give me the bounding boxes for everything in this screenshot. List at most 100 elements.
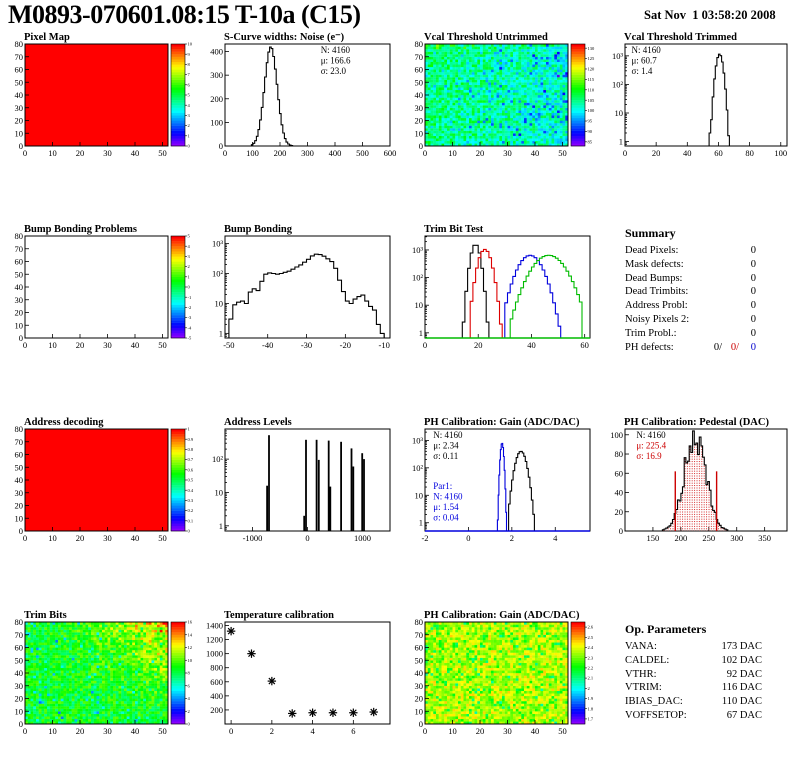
svg-text:14: 14 bbox=[188, 632, 193, 637]
svg-text:20: 20 bbox=[15, 501, 24, 511]
svg-text:Address decoding: Address decoding bbox=[24, 417, 104, 428]
svg-text:0: 0 bbox=[223, 148, 227, 158]
svg-text:300: 300 bbox=[730, 533, 743, 543]
trim-bit-test-chart: Trim Bit Test 0 20 40 60 1 10 10² 10³ bbox=[412, 224, 591, 350]
svg-text:10²: 10² bbox=[212, 269, 224, 279]
svg-text:1: 1 bbox=[419, 518, 423, 528]
svg-text:N: 4160: N: 4160 bbox=[321, 45, 351, 55]
svg-text:10: 10 bbox=[15, 128, 24, 138]
svg-text:20: 20 bbox=[76, 340, 85, 350]
svg-text:80: 80 bbox=[745, 148, 754, 158]
svg-text:0.9: 0.9 bbox=[188, 437, 194, 442]
svg-text:150: 150 bbox=[647, 533, 660, 543]
svg-text:10: 10 bbox=[188, 42, 193, 47]
summary-row: Dead Trimbits: 0 bbox=[625, 286, 756, 298]
panel-op-parameters: Op. Parameters VANA: 173 DAC CALDEL: 102 DA… bbox=[600, 622, 796, 723]
svg-text:100: 100 bbox=[210, 117, 223, 127]
svg-text:30: 30 bbox=[15, 295, 24, 305]
svg-text:Vcal Threshold Untrimmed: Vcal Threshold Untrimmed bbox=[424, 32, 548, 43]
vcal-trimmed-chart: Vcal Threshold Trimmed 0 20 40 60 80 100 1 10 10²… bbox=[612, 32, 788, 158]
svg-text:10: 10 bbox=[448, 148, 457, 158]
svg-text:1: 1 bbox=[219, 328, 223, 338]
svg-text:0: 0 bbox=[305, 533, 309, 543]
svg-text:70: 70 bbox=[15, 244, 24, 254]
op-parameter-row: CALDEL: 102 DAC bbox=[625, 654, 762, 666]
svg-text:85: 85 bbox=[588, 139, 593, 144]
svg-text:1: 1 bbox=[619, 137, 623, 147]
svg-text:40: 40 bbox=[15, 90, 24, 100]
svg-text:-10: -10 bbox=[379, 340, 390, 350]
svg-text:0: 0 bbox=[188, 144, 191, 149]
scurve-noise-chart: S-Curve widths: Noise (e⁻) 0 100 200 300 400 5… bbox=[210, 32, 396, 158]
panel-bump-problems: Bump Bonding Problems 0 10 20 30 40 50 0 10 20 30 4… bbox=[0, 222, 199, 362]
svg-text:-3: -3 bbox=[188, 315, 192, 320]
svg-text:10: 10 bbox=[48, 148, 57, 158]
svg-text:0: 0 bbox=[19, 719, 23, 729]
svg-text:0: 0 bbox=[23, 148, 27, 158]
svg-text:12: 12 bbox=[188, 645, 193, 650]
pixel-map-chart: Pixel Map 0 10 20 30 40 50 0 10 20 30 40 50 60 70 80 0 1 2… bbox=[15, 32, 193, 158]
svg-text:0: 0 bbox=[23, 340, 27, 350]
panel-temp-calibration: Temperature calibration 0 2 4 6 200 400 600 800 1… bbox=[200, 608, 399, 748]
svg-text:30: 30 bbox=[103, 148, 112, 158]
panel-bump-bonding: Bump Bonding -50 -40 -30 -20 -10 1 10 10² 10³ bbox=[200, 222, 399, 362]
timestamp: Sat Nov 1 03:58:20 2008 bbox=[644, 8, 776, 22]
svg-text:60: 60 bbox=[580, 340, 589, 350]
svg-text:40: 40 bbox=[131, 726, 140, 736]
svg-text:0: 0 bbox=[188, 529, 191, 534]
svg-text:1: 1 bbox=[188, 427, 190, 432]
op-parameters-rows: VANA: 173 DAC CALDEL: 102 DAC VTHR: 92 DAC VTR… bbox=[625, 640, 762, 723]
svg-text:0.2: 0.2 bbox=[188, 508, 194, 513]
svg-text:8: 8 bbox=[188, 671, 191, 676]
bump-bonding-chart: Bump Bonding -50 -40 -30 -20 -10 1 10 10² 10³ bbox=[212, 224, 391, 350]
svg-text:PH Calibration: Pedestal (DAC): PH Calibration: Pedestal (DAC) bbox=[624, 417, 769, 428]
svg-text:70: 70 bbox=[415, 52, 424, 62]
svg-text:50: 50 bbox=[558, 148, 567, 158]
svg-text:0: 0 bbox=[188, 285, 191, 290]
svg-text:50: 50 bbox=[15, 655, 24, 665]
svg-text:PH Calibration: Gain (ADC/DAC): PH Calibration: Gain (ADC/DAC) bbox=[424, 417, 580, 428]
svg-text:-2: -2 bbox=[188, 305, 192, 310]
svg-text:20: 20 bbox=[76, 148, 85, 158]
summary-row-ph-defects: PH defects: 0/0/0 bbox=[625, 341, 756, 353]
svg-text:40: 40 bbox=[415, 90, 424, 100]
svg-text:20: 20 bbox=[476, 148, 485, 158]
svg-text:40: 40 bbox=[15, 668, 24, 678]
svg-text:20: 20 bbox=[76, 533, 85, 543]
svg-text:Temperature calibration: Temperature calibration bbox=[224, 610, 334, 621]
summary-row: Trim Probl.: 0 bbox=[625, 327, 756, 339]
svg-text:σ: 0.11: σ: 0.11 bbox=[433, 451, 458, 461]
svg-text:50: 50 bbox=[415, 77, 424, 87]
svg-text:-1: -1 bbox=[188, 295, 192, 300]
op-parameter-row: VANA: 173 DAC bbox=[625, 641, 762, 652]
svg-text:N: 4160: N: 4160 bbox=[636, 430, 666, 440]
svg-text:0.3: 0.3 bbox=[188, 498, 194, 503]
svg-text:1: 1 bbox=[188, 274, 190, 279]
svg-text:0.6: 0.6 bbox=[188, 467, 194, 472]
panel-trim-bits: Trim Bits 0 10 20 30 40 50 0 10 20 30 40 50 60 70 80 0 2 4… bbox=[0, 608, 199, 748]
svg-text:1: 1 bbox=[419, 328, 423, 338]
svg-text:10: 10 bbox=[415, 300, 424, 310]
svg-text:50: 50 bbox=[158, 148, 167, 158]
svg-text:5: 5 bbox=[188, 93, 191, 98]
summary-rows: Dead Pixels: 0 Mask defects: 0 Dead Bumps: 0 D… bbox=[625, 244, 756, 354]
svg-text:100: 100 bbox=[246, 148, 259, 158]
svg-text:2: 2 bbox=[510, 533, 514, 543]
svg-text:40: 40 bbox=[531, 148, 540, 158]
address-levels-chart: Address Levels -1000 0 1000 1 10 10² bbox=[212, 417, 391, 543]
summary-row: Address Probl: 0 bbox=[625, 300, 756, 312]
svg-text:400: 400 bbox=[329, 148, 342, 158]
svg-text:300: 300 bbox=[301, 148, 314, 158]
svg-text:40: 40 bbox=[131, 533, 140, 543]
svg-text:0.7: 0.7 bbox=[188, 457, 194, 462]
svg-text:110: 110 bbox=[588, 87, 595, 92]
svg-text:Vcal Threshold Trimmed: Vcal Threshold Trimmed bbox=[624, 32, 737, 43]
svg-text:20: 20 bbox=[76, 726, 85, 736]
svg-text:8: 8 bbox=[188, 62, 191, 67]
svg-text:10: 10 bbox=[48, 340, 57, 350]
svg-text:2: 2 bbox=[188, 709, 190, 714]
svg-text:Trim Bits: Trim Bits bbox=[24, 610, 67, 621]
svg-text:60: 60 bbox=[415, 65, 424, 75]
